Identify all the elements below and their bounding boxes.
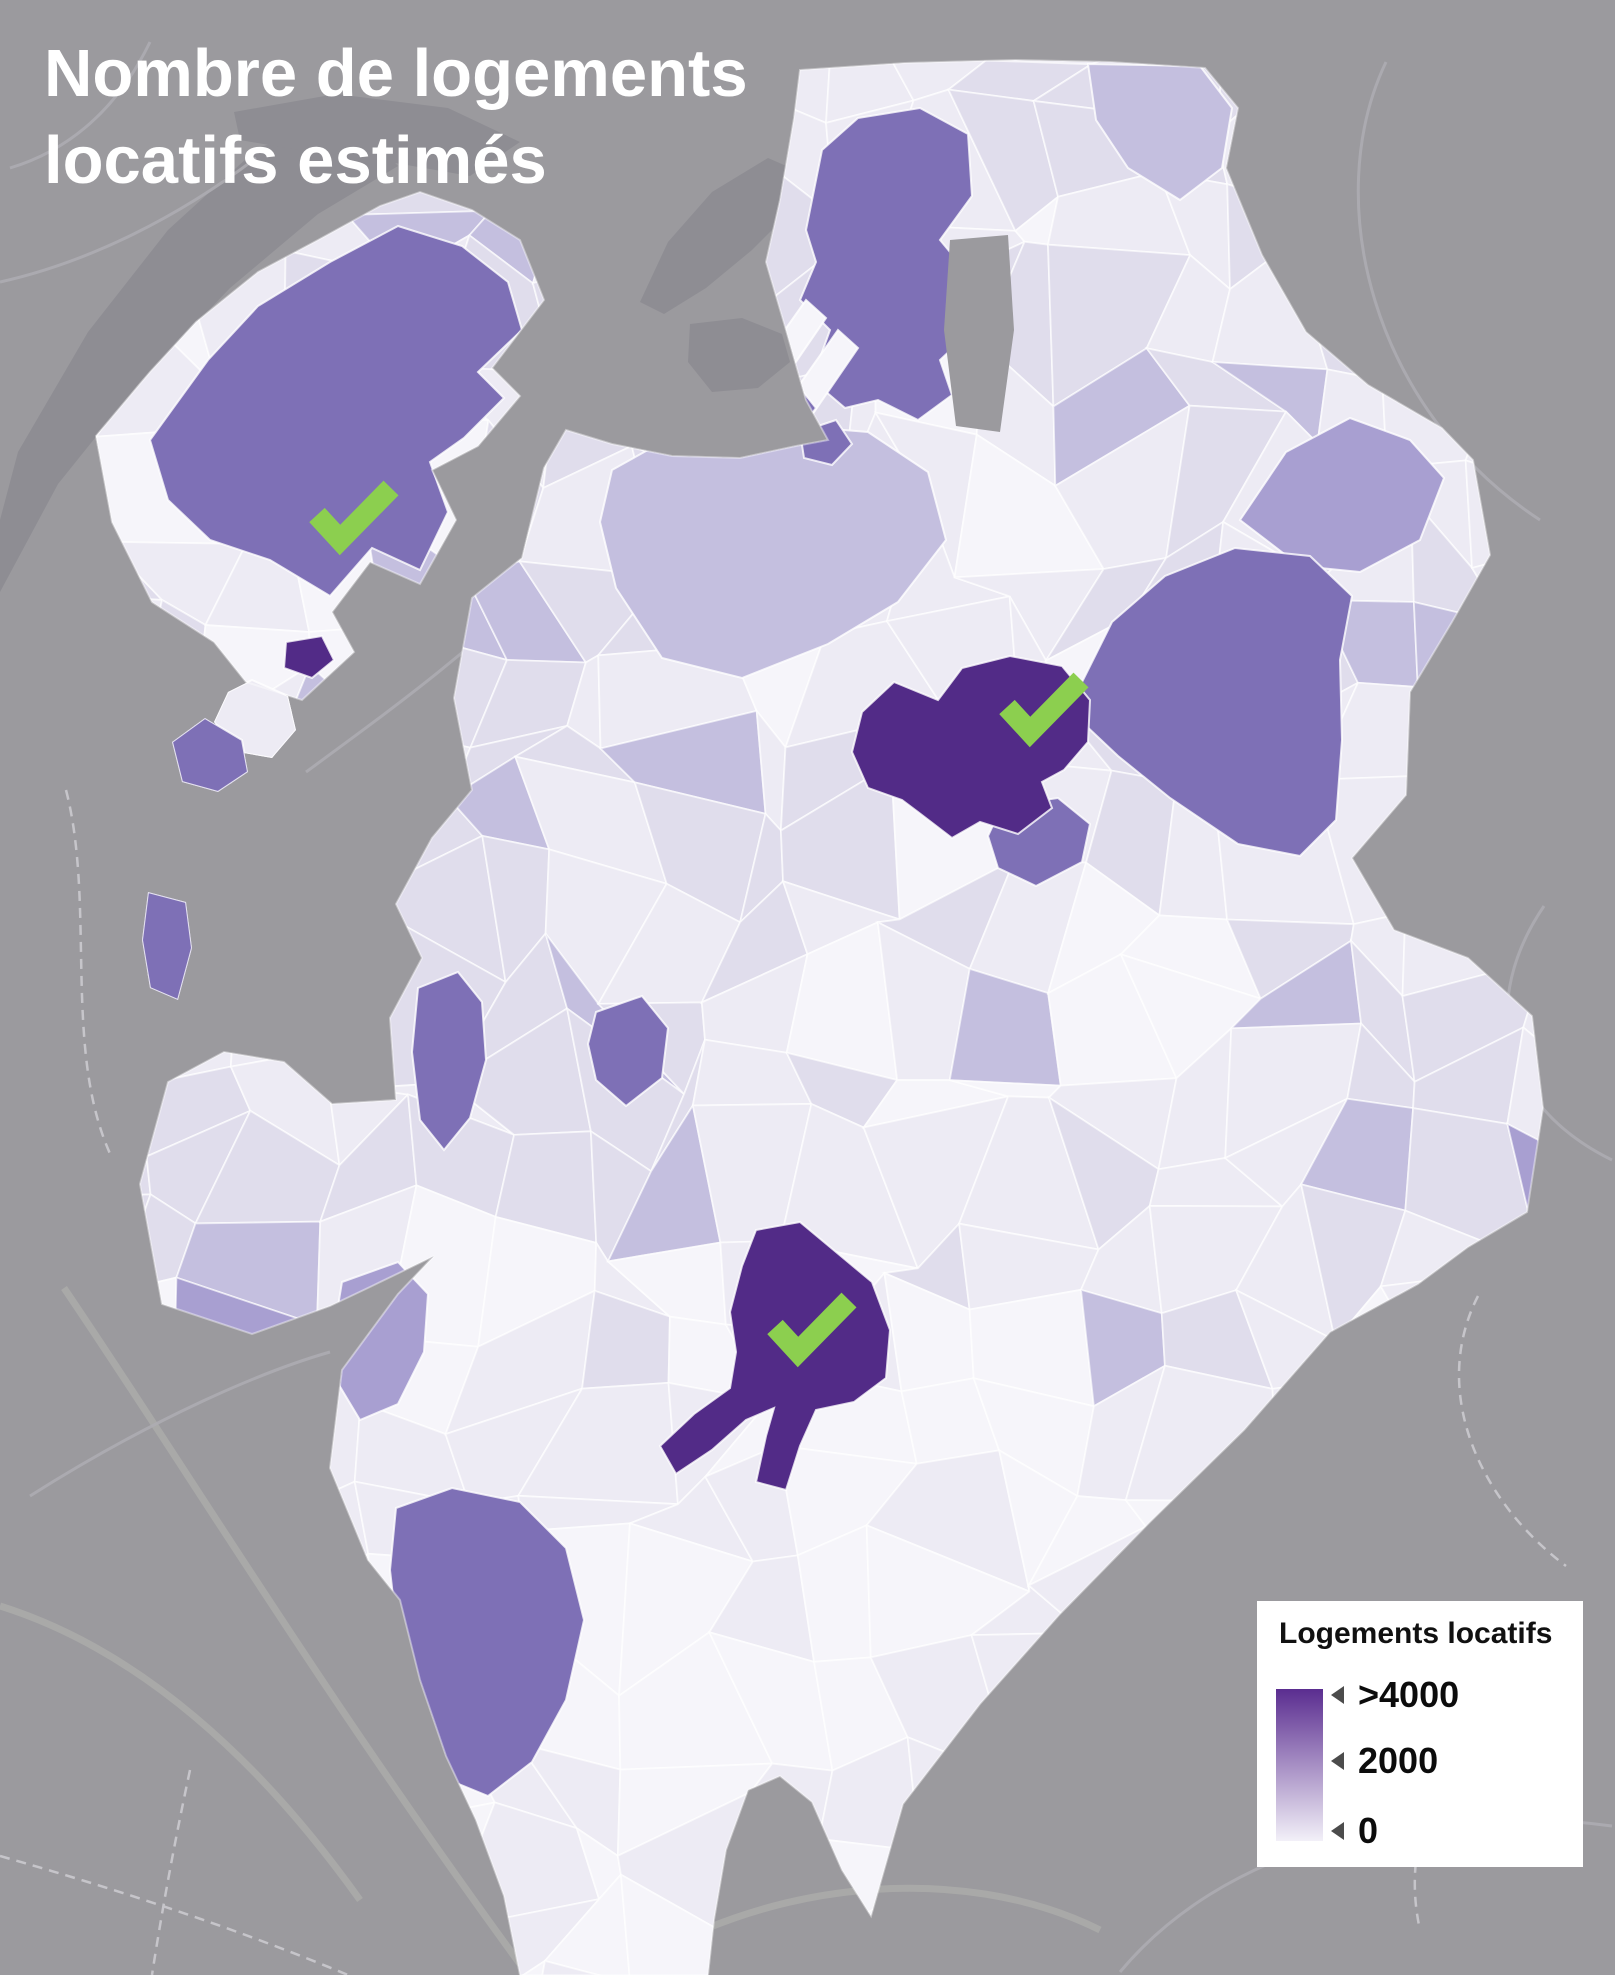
road — [61, 1286, 523, 1967]
region-estavayer-le-lac — [148, 224, 524, 598]
road — [0, 156, 257, 284]
lake-neuchatel — [0, 116, 398, 592]
legend-label: 0 — [1358, 1810, 1379, 1851]
lake-band-top — [234, 94, 520, 176]
region-kerzers-area — [1086, 62, 1234, 202]
checkmark-icon — [309, 480, 399, 556]
road — [1356, 61, 1541, 522]
map-title: Nombre de logements locatifs estimés — [44, 30, 748, 204]
boundary-dash — [1457, 1295, 1567, 1567]
triangle-left-icon — [1331, 1822, 1344, 1840]
region-broye-purple-sliver — [140, 890, 194, 1002]
map-title-line2: locatifs estimés — [44, 123, 547, 199]
road — [9, 41, 152, 170]
legend-label: >4000 — [1358, 1674, 1460, 1715]
legend-entry-mid: 2000 — [1331, 1743, 1438, 1779]
legend-title: Logements locatifs — [1279, 1617, 1553, 1650]
lake-murten — [640, 158, 800, 314]
map-title-line1: Nombre de logements — [44, 36, 748, 111]
region-siviriez-strip — [410, 970, 488, 1152]
lac-notch — [944, 235, 1014, 432]
region-fribourg-city — [850, 654, 1092, 840]
murten-lake-south — [688, 318, 790, 392]
checkmarks-layer — [309, 480, 1089, 1368]
canton-outline — [94, 190, 546, 702]
road — [0, 1602, 363, 1903]
legend-panel: Logements locatifs >4000 2000 0 — [1257, 1601, 1583, 1867]
region-singine-band — [1076, 546, 1354, 858]
region-bulle-city — [658, 1220, 892, 1492]
region-small-dark-commune — [282, 634, 336, 680]
boundary-dash — [150, 1769, 192, 1975]
region-broye-purple-blob — [170, 716, 250, 794]
canton-outline — [138, 58, 1545, 1975]
legend-entry-max: >4000 — [1331, 1677, 1459, 1713]
commune-cell — [619, 1872, 734, 1975]
region-romont-area — [586, 994, 670, 1108]
checkmark-icon — [767, 1292, 857, 1368]
boundary-dash — [64, 789, 114, 1159]
triangle-left-icon — [1331, 1752, 1344, 1770]
lakes-layer — [0, 94, 800, 592]
legend-label: 2000 — [1358, 1740, 1439, 1781]
named-regions — [148, 62, 1446, 1798]
checkmark-icon — [999, 672, 1089, 748]
legend-entry-min: 0 — [1331, 1813, 1378, 1849]
commune-cell — [543, 1872, 632, 1975]
legend-gradient-bar — [1276, 1689, 1323, 1841]
triangle-left-icon — [1331, 1686, 1344, 1704]
road — [29, 1350, 331, 1498]
